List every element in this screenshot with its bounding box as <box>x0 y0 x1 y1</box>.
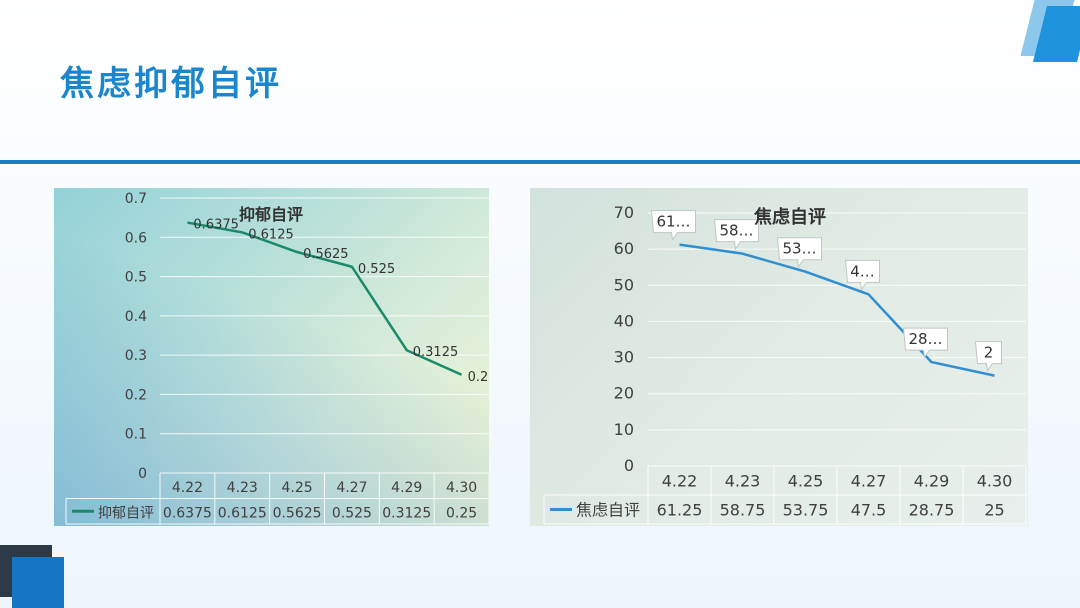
depression-category-label: 4.29 <box>391 480 422 496</box>
anxiety-ytick-label: 0 <box>624 456 634 475</box>
anxiety-data-label: 61… <box>656 213 690 231</box>
decor-bottom-left <box>0 545 70 608</box>
depression-data-label: 0.6375 <box>193 218 239 233</box>
depression-ytick-label: 0.3 <box>125 348 147 364</box>
anxiety-data-callout <box>776 237 822 269</box>
anxiety-title: 焦虑自评 <box>753 206 826 228</box>
depression-ytick-label: 0.4 <box>125 309 147 325</box>
anxiety-series-line <box>679 243 995 377</box>
anxiety-data-callout <box>902 327 948 359</box>
header-divider <box>0 160 1080 164</box>
depression-ytick-label: 0.2 <box>125 387 147 403</box>
anxiety-table-value: 28.75 <box>909 501 955 520</box>
anxiety-category-label: 4.22 <box>662 472 698 491</box>
depression-table-value: 0.525 <box>332 505 372 521</box>
depression-chart-panel: 0 0.1 0.2 0.3 0.4 0.5 0.6 0.7 4.22 0.6375 4.23 0.61… <box>54 188 489 526</box>
anxiety-ytick-label: 30 <box>614 348 634 367</box>
anxiety-table-value: 53.75 <box>783 501 829 520</box>
anxiety-chart-panel: 0 10 20 30 40 50 60 70 4.22 61.25 4.23 58.75 4.25 53.… <box>530 188 1028 526</box>
anxiety-ytick-label: 40 <box>614 311 634 330</box>
anxiety-legend-label: 焦虑自评 <box>576 501 640 520</box>
anxiety-data-callout <box>974 341 1002 372</box>
anxiety-category-label: 4.27 <box>851 472 887 491</box>
anxiety-table-value: 58.75 <box>720 501 766 520</box>
depression-category-label: 4.22 <box>172 480 203 496</box>
anxiety-data-label: 53… <box>782 240 816 258</box>
anxiety-data-label: 28… <box>908 330 942 348</box>
anxiety-category-label: 4.29 <box>914 472 950 491</box>
anxiety-ytick-label: 20 <box>614 384 634 403</box>
depression-category-label: 4.27 <box>336 480 367 496</box>
depression-table-value: 0.6375 <box>163 505 212 521</box>
depression-table-value: 0.3125 <box>382 505 431 521</box>
anxiety-ytick-label: 10 <box>614 420 634 439</box>
anxiety-data-label: 2 <box>984 344 994 362</box>
depression-series-line <box>187 221 463 376</box>
anxiety-table-value: 47.5 <box>851 501 887 520</box>
anxiety-table-value: 25 <box>984 501 1004 520</box>
depression-ytick-label: 0.5 <box>125 270 147 286</box>
depression-table-value: 0.6125 <box>218 505 267 521</box>
anxiety-ytick-label: 60 <box>614 239 634 258</box>
anxiety-data-label: 58… <box>719 222 753 240</box>
anxiety-data-callout <box>650 210 696 241</box>
anxiety-category-label: 4.23 <box>725 472 761 491</box>
decor-top-right <box>1010 0 1080 64</box>
depression-table-value: 0.25 <box>446 505 477 521</box>
depression-ytick-label: 0.6 <box>125 230 147 246</box>
depression-title: 抑郁自评 <box>239 205 303 224</box>
anxiety-category-label: 4.25 <box>788 472 824 491</box>
depression-data-label: 0.5625 <box>303 247 349 262</box>
anxiety-ytick-label: 70 <box>614 203 634 222</box>
anxiety-chart: 0 10 20 30 40 50 60 70 4.22 61.25 4.23 58.75 4.25 53.… <box>543 203 1027 525</box>
depression-data-label: 0.25 <box>468 370 489 385</box>
depression-data-label: 0.525 <box>358 262 395 277</box>
page-title: 焦虑抑郁自评 <box>60 64 282 104</box>
anxiety-ytick-label: 50 <box>614 275 634 294</box>
depression-ytick-label: 0.7 <box>125 191 147 207</box>
depression-ytick-label: 0.1 <box>125 427 147 443</box>
depression-table-value: 0.5625 <box>273 505 322 521</box>
depression-ytick-label: 0 <box>138 466 147 482</box>
depression-legend-label: 抑郁自评 <box>98 505 154 521</box>
anxiety-data-callout <box>844 259 880 291</box>
depression-data-label: 0.6125 <box>248 227 294 242</box>
depression-category-label: 4.25 <box>281 480 312 496</box>
anxiety-data-callout <box>713 219 759 250</box>
depression-category-label: 4.23 <box>227 480 258 496</box>
depression-data-label: 0.3125 <box>413 345 459 360</box>
depression-category-label: 4.30 <box>446 480 477 496</box>
anxiety-table-value: 61.25 <box>657 501 703 520</box>
anxiety-data-label: 4… <box>850 262 875 280</box>
anxiety-category-label: 4.30 <box>977 472 1013 491</box>
depression-chart: 0 0.1 0.2 0.3 0.4 0.5 0.6 0.7 4.22 0.6375 4.23 0.61… <box>65 191 489 525</box>
